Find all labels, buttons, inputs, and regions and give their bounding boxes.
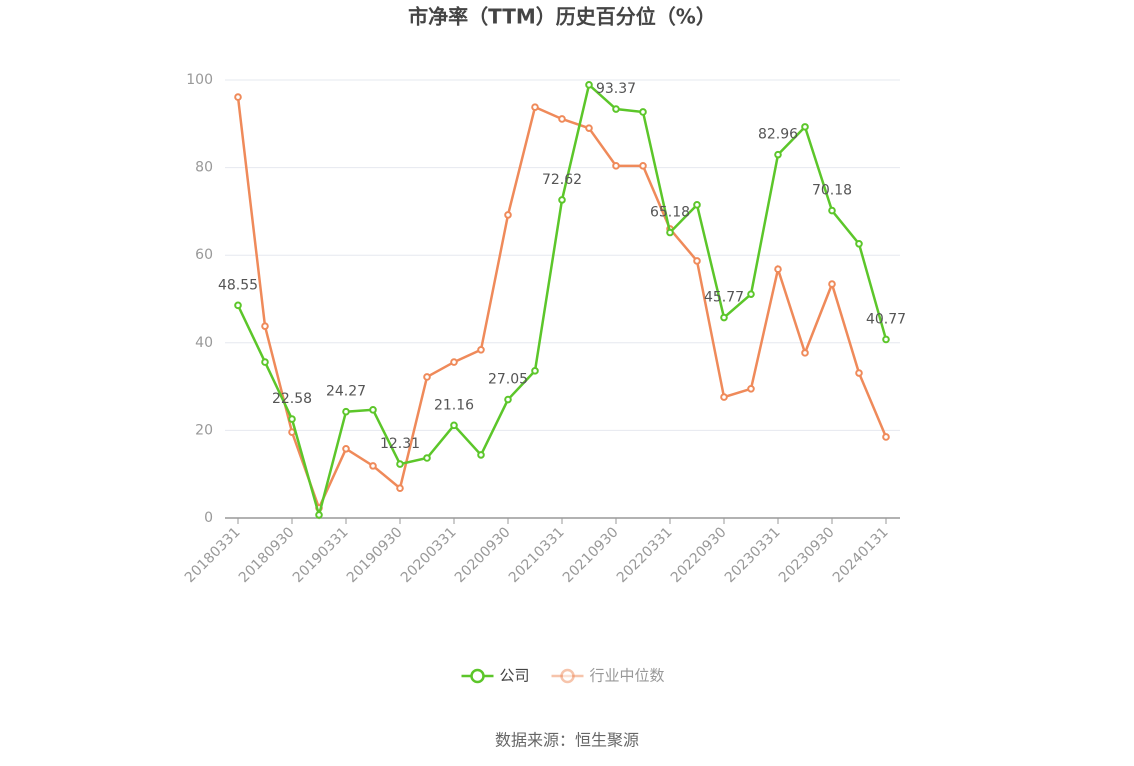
value-label: 48.55 (218, 277, 258, 293)
value-label: 22.58 (272, 391, 312, 407)
y-tick-label: 100 (186, 72, 213, 88)
value-label: 70.18 (812, 183, 852, 199)
data-point (882, 335, 890, 344)
data-point (774, 150, 782, 159)
value-label: 40.77 (866, 311, 906, 327)
value-label: 72.62 (542, 172, 582, 188)
data-point (450, 421, 458, 430)
legend-label: 行业中位数 (590, 667, 665, 685)
data-point (801, 349, 809, 357)
x-tick-label: 20180930 (236, 524, 298, 586)
value-label: 12.31 (380, 436, 420, 452)
data-point (639, 162, 647, 170)
x-tick-label: 20210930 (560, 524, 622, 586)
y-tick-label: 60 (195, 247, 213, 263)
x-tick-label: 20200331 (398, 524, 460, 586)
data-point (855, 240, 863, 248)
x-tick-label: 20210331 (506, 524, 568, 586)
data-point (828, 280, 836, 288)
data-point (288, 415, 296, 423)
data-point (747, 290, 755, 298)
data-point (612, 105, 620, 113)
data-point (396, 460, 404, 468)
value-label: 21.16 (434, 397, 474, 413)
y-tick-label: 40 (195, 335, 213, 351)
legend-marker (560, 668, 575, 684)
data-point (450, 358, 458, 366)
data-point (828, 206, 836, 215)
data-point (693, 201, 701, 209)
data-point (369, 462, 377, 470)
value-label: 82.96 (758, 127, 798, 143)
data-point (801, 123, 809, 131)
legend-label: 公司 (500, 667, 530, 685)
x-tick-label: 20230331 (722, 524, 784, 586)
y-tick-label: 20 (195, 422, 213, 438)
data-point (504, 211, 512, 219)
source-note: 数据来源：恒生聚源 (495, 731, 639, 750)
data-point (396, 484, 404, 493)
data-point (558, 196, 566, 204)
data-point (342, 444, 350, 453)
data-point (882, 433, 890, 441)
data-point (477, 451, 485, 459)
x-tick-label: 20190331 (290, 524, 352, 586)
data-point (612, 162, 620, 170)
data-point (855, 369, 863, 377)
x-tick-label: 20180331 (182, 524, 244, 586)
data-point (369, 406, 377, 414)
data-point (585, 81, 593, 89)
x-tick-label: 20240131 (830, 524, 892, 586)
value-label: 93.37 (596, 81, 636, 97)
data-point (531, 103, 539, 111)
data-point (720, 393, 728, 401)
data-point (531, 367, 539, 375)
data-point (558, 115, 566, 123)
data-point (585, 124, 593, 132)
data-point (639, 108, 647, 116)
y-tick-label: 80 (195, 160, 213, 176)
x-tick-label: 20230930 (776, 524, 838, 586)
y-tick-label: 0 (204, 510, 213, 526)
x-tick-label: 20190930 (344, 524, 406, 586)
data-point (315, 511, 323, 519)
data-point (504, 395, 512, 404)
data-point (774, 265, 782, 274)
data-point (261, 322, 269, 330)
x-tick-label: 20220930 (668, 524, 730, 586)
data-point (477, 346, 485, 354)
series-line (236, 96, 888, 512)
x-tick-label: 20220331 (614, 524, 676, 586)
chart-title: 市净率（TTM）历史百分位（%） (408, 5, 716, 29)
legend-marker (470, 668, 485, 684)
value-label: 45.77 (704, 290, 744, 306)
data-point (234, 93, 242, 101)
data-point (261, 358, 269, 366)
value-label: 24.27 (326, 384, 366, 400)
data-point (423, 373, 431, 381)
data-point (720, 313, 728, 322)
data-point (747, 384, 755, 393)
data-point (666, 228, 674, 237)
data-point (234, 301, 242, 310)
value-label: 27.05 (488, 372, 528, 388)
data-point (342, 407, 350, 416)
data-point (423, 454, 431, 462)
value-label: 65.18 (650, 205, 690, 221)
x-tick-label: 20200930 (452, 524, 514, 586)
data-point (693, 257, 701, 265)
